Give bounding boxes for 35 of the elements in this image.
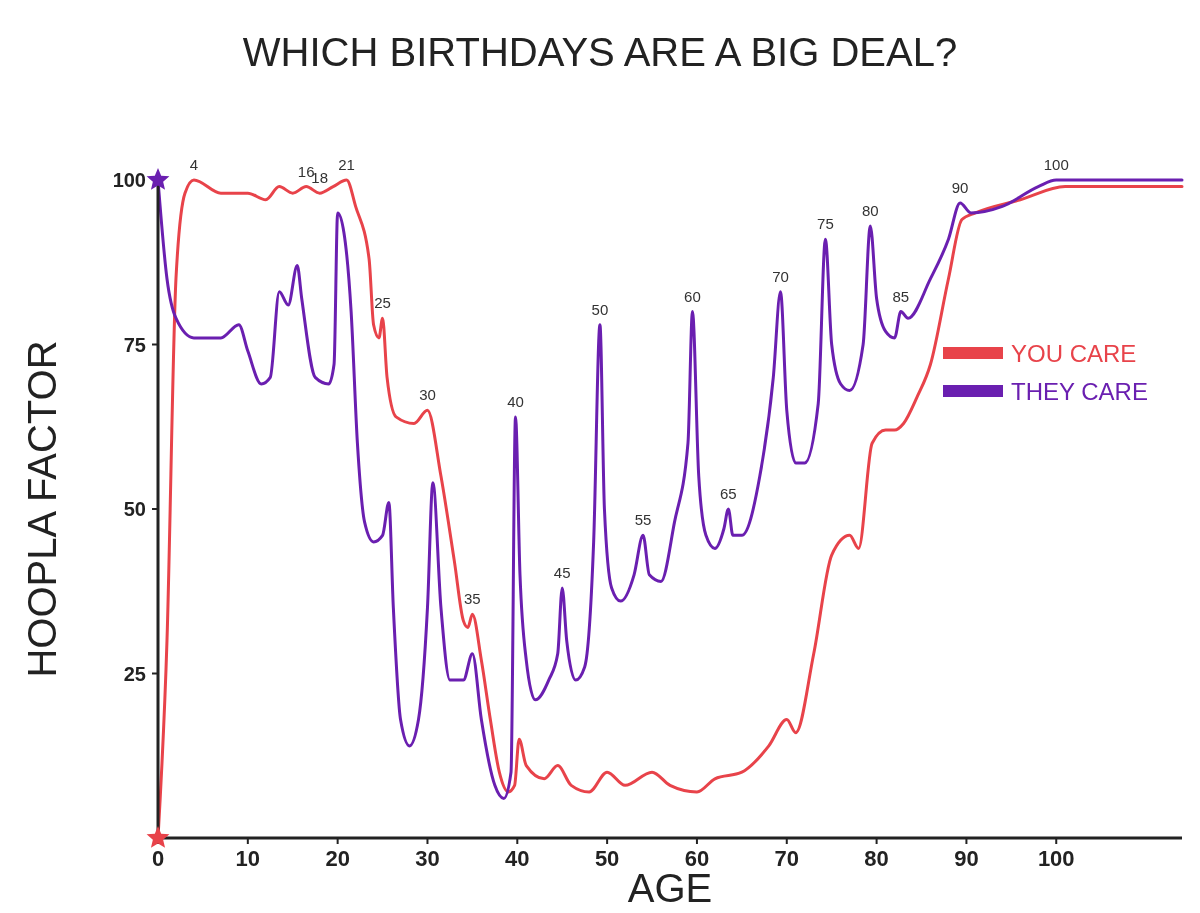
annotation: 85 — [892, 287, 910, 305]
annotation: 100 — [1043, 156, 1069, 173]
annotation: 60 — [684, 287, 701, 305]
y-tick-label: 75 — [123, 333, 146, 356]
annotation: 55 — [634, 511, 652, 529]
legend-label: THEY CARE — [1011, 378, 1148, 405]
annotation: 50 — [591, 300, 609, 318]
annotation: 80 — [861, 202, 879, 220]
x-tick-label: 20 — [325, 846, 350, 871]
annotation: 40 — [507, 392, 524, 410]
x-tick-label: 90 — [954, 846, 979, 871]
annotation: 35 — [464, 590, 481, 608]
y-axis-title: HOOPLA FACTOR — [20, 340, 64, 678]
x-tick-label: 0 — [151, 846, 165, 871]
annotation: 21 — [338, 156, 355, 173]
x-tick-label: 70 — [774, 846, 800, 871]
annotation: 75 — [817, 215, 834, 233]
y-tick-label: 50 — [123, 498, 146, 520]
annotation: 65 — [720, 485, 737, 502]
x-tick-label: 30 — [415, 846, 440, 871]
annotation: 90 — [951, 179, 969, 197]
x-tick-label: 80 — [864, 846, 889, 871]
y-tick-label: 100 — [112, 169, 146, 191]
annotation: 25 — [374, 294, 391, 312]
annotation: 4 — [189, 156, 199, 173]
annotation: 45 — [553, 563, 571, 581]
y-tick-label: 25 — [123, 662, 146, 685]
legend-label: YOU CARE — [1011, 340, 1137, 367]
x-tick-label: 10 — [235, 846, 261, 871]
x-tick-label: 100 — [1037, 846, 1075, 871]
x-tick-label: 50 — [594, 846, 620, 871]
chart-title: WHICH BIRTHDAYS ARE A BIG DEAL? — [242, 30, 958, 74]
annotation: 30 — [419, 386, 436, 404]
x-tick-label: 40 — [505, 846, 530, 871]
annotation: 70 — [772, 267, 789, 285]
